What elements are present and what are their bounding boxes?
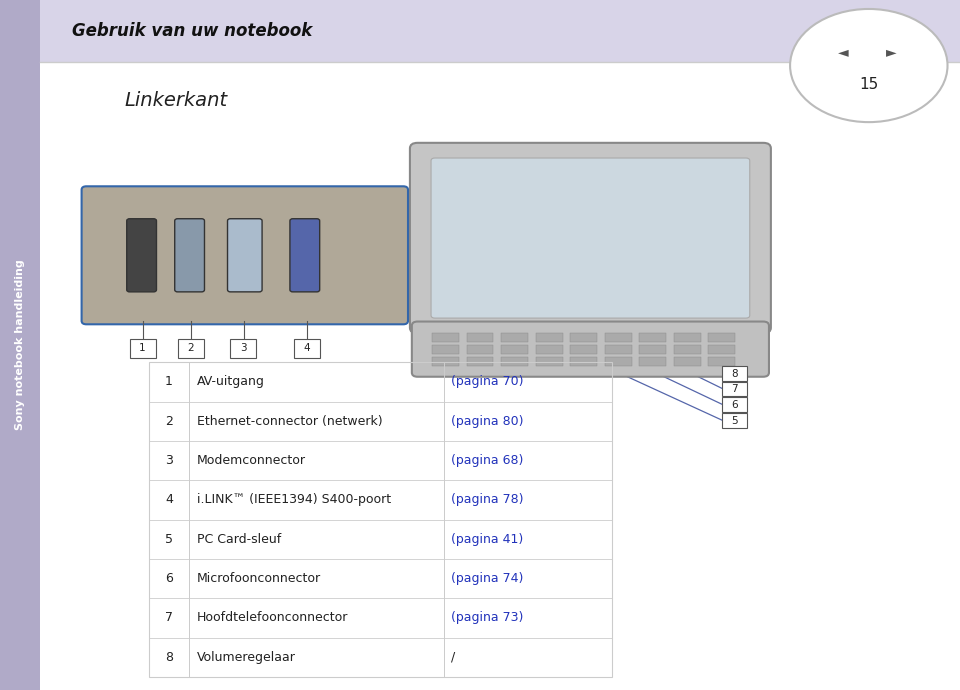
Bar <box>0 0 40 690</box>
Bar <box>432 357 459 366</box>
Bar <box>605 357 632 366</box>
FancyBboxPatch shape <box>722 413 747 428</box>
Bar <box>149 362 612 677</box>
Text: (pagina 73): (pagina 73) <box>451 611 523 624</box>
Bar <box>536 333 563 342</box>
Text: i.LINK™ (IEEE1394) S400-poort: i.LINK™ (IEEE1394) S400-poort <box>197 493 391 506</box>
Text: 2: 2 <box>187 344 194 353</box>
Text: 2: 2 <box>165 415 173 428</box>
Bar <box>708 345 735 354</box>
Bar <box>674 333 701 342</box>
Text: (pagina 74): (pagina 74) <box>451 572 523 585</box>
Text: Microfoonconnector: Microfoonconnector <box>197 572 321 585</box>
Text: 4: 4 <box>303 344 310 353</box>
Text: (pagina 80): (pagina 80) <box>451 415 524 428</box>
Bar <box>432 333 459 342</box>
Bar <box>708 357 735 366</box>
Text: (pagina 78): (pagina 78) <box>451 493 524 506</box>
Text: Sony notebook handleiding: Sony notebook handleiding <box>15 259 25 431</box>
FancyBboxPatch shape <box>178 339 204 358</box>
FancyBboxPatch shape <box>722 397 747 412</box>
Bar <box>674 357 701 366</box>
Bar <box>501 345 528 354</box>
Bar <box>467 357 493 366</box>
Text: 3: 3 <box>240 344 247 353</box>
Text: 4: 4 <box>165 493 173 506</box>
FancyBboxPatch shape <box>228 219 262 292</box>
FancyBboxPatch shape <box>175 219 204 292</box>
Bar <box>40 0 960 62</box>
Text: Linkerkant: Linkerkant <box>125 90 228 110</box>
Bar <box>570 345 597 354</box>
Bar <box>536 357 563 366</box>
Bar <box>536 345 563 354</box>
Text: (pagina 68): (pagina 68) <box>451 454 523 467</box>
FancyBboxPatch shape <box>127 219 156 292</box>
Text: 6: 6 <box>732 400 737 410</box>
Text: 7: 7 <box>732 384 737 394</box>
Text: 1: 1 <box>165 375 173 388</box>
Text: 5: 5 <box>732 415 737 426</box>
FancyBboxPatch shape <box>410 143 771 333</box>
Text: Volumeregelaar: Volumeregelaar <box>197 651 296 664</box>
Bar <box>501 357 528 366</box>
Bar <box>639 333 666 342</box>
Text: 3: 3 <box>165 454 173 467</box>
Bar <box>570 357 597 366</box>
Bar <box>432 345 459 354</box>
Text: PC Card-sleuf: PC Card-sleuf <box>197 533 281 546</box>
FancyBboxPatch shape <box>412 322 769 377</box>
Text: 8: 8 <box>165 651 173 664</box>
Bar <box>467 345 493 354</box>
FancyBboxPatch shape <box>82 186 408 324</box>
Text: (pagina 41): (pagina 41) <box>451 533 523 546</box>
Bar <box>639 345 666 354</box>
FancyBboxPatch shape <box>290 219 320 292</box>
Text: 5: 5 <box>165 533 173 546</box>
Bar <box>605 345 632 354</box>
Bar <box>674 345 701 354</box>
Text: 7: 7 <box>165 611 173 624</box>
Bar <box>501 333 528 342</box>
Bar <box>570 333 597 342</box>
Text: 15: 15 <box>859 77 878 92</box>
Circle shape <box>790 9 948 122</box>
Bar <box>708 333 735 342</box>
Text: 1: 1 <box>139 344 146 353</box>
Text: Ethernet-connector (netwerk): Ethernet-connector (netwerk) <box>197 415 382 428</box>
Text: Hoofdtelefoonconnector: Hoofdtelefoonconnector <box>197 611 348 624</box>
Text: AV-uitgang: AV-uitgang <box>197 375 265 388</box>
Text: 8: 8 <box>732 368 737 379</box>
Text: /: / <box>451 651 455 664</box>
FancyBboxPatch shape <box>431 158 750 318</box>
Bar <box>639 357 666 366</box>
FancyBboxPatch shape <box>230 339 256 358</box>
FancyBboxPatch shape <box>722 366 747 381</box>
Bar <box>467 333 493 342</box>
Text: 6: 6 <box>165 572 173 585</box>
FancyBboxPatch shape <box>722 382 747 396</box>
Bar <box>605 333 632 342</box>
Text: ◄: ◄ <box>837 45 849 59</box>
FancyBboxPatch shape <box>130 339 156 358</box>
Text: (pagina 70): (pagina 70) <box>451 375 524 388</box>
Text: ►: ► <box>885 45 897 59</box>
FancyBboxPatch shape <box>294 339 320 358</box>
Text: Gebruik van uw notebook: Gebruik van uw notebook <box>72 22 312 40</box>
Text: Modemconnector: Modemconnector <box>197 454 306 467</box>
